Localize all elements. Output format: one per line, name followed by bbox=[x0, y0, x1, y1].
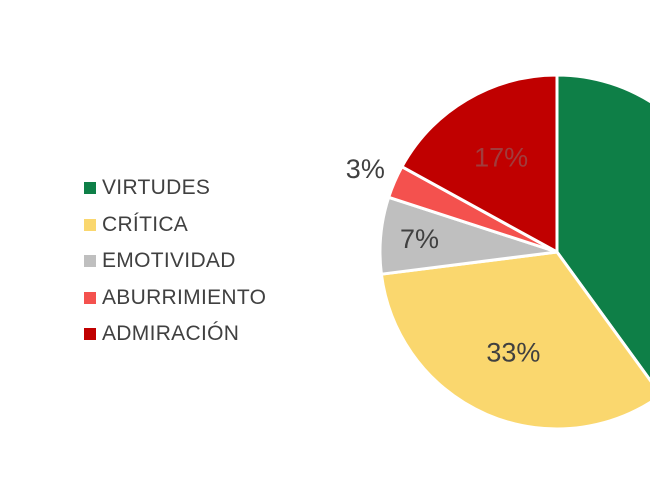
legend-label-virtudes: VIRTUDES bbox=[102, 176, 211, 200]
legend-swatch-critica bbox=[84, 218, 96, 231]
legend-item-critica: CRÍTICA bbox=[84, 207, 266, 244]
legend-swatch-emotividad bbox=[84, 255, 96, 268]
pie-slice-virtudes bbox=[555, 73, 650, 383]
legend-swatch-admiracion bbox=[84, 328, 96, 341]
legend-label-aburrimiento: ABURRIMIENTO bbox=[102, 285, 267, 309]
legend-label-critica: CRÍTICA bbox=[102, 212, 189, 236]
chart-legend: VIRTUDES CRÍTICA EMOTIVIDAD ABURRIMIENTO… bbox=[84, 170, 266, 353]
legend-label-admiracion: ADMIRACIÓN bbox=[102, 322, 240, 346]
data-label-aburrimiento: 3% bbox=[346, 154, 385, 184]
legend-item-admiracion: ADMIRACIÓN bbox=[84, 316, 266, 353]
legend-label-emotividad: EMOTIVIDAD bbox=[102, 249, 236, 273]
data-label-emotividad: 7% bbox=[400, 224, 439, 254]
data-label-admiracion: 17% bbox=[474, 143, 528, 173]
legend-swatch-virtudes bbox=[84, 182, 96, 195]
pie-slice-admiracion bbox=[400, 73, 559, 254]
data-label-critica: 33% bbox=[486, 338, 540, 368]
pie-slice-critica bbox=[379, 250, 650, 431]
legend-swatch-aburrimiento bbox=[84, 291, 96, 304]
legend-item-aburrimiento: ABURRIMIENTO bbox=[84, 280, 266, 317]
legend-item-emotividad: EMOTIVIDAD bbox=[84, 243, 266, 280]
legend-item-virtudes: VIRTUDES bbox=[84, 170, 266, 207]
